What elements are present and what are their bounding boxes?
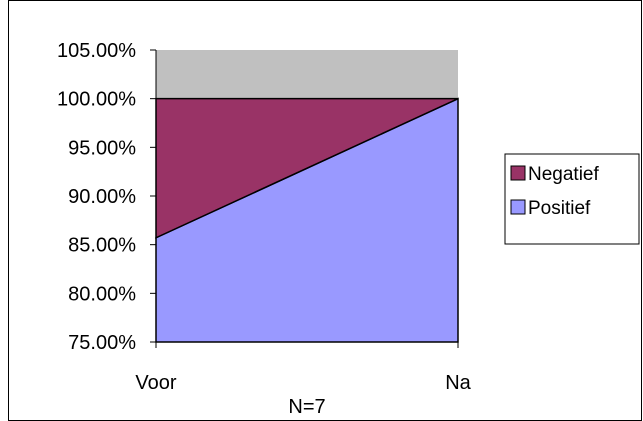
y-tick-labels: 75.00% 80.00% 85.00% 90.00% 95.00% 100.00% 105… <box>57 40 156 354</box>
y-tick-label: 105.00% <box>57 40 136 62</box>
legend-label-positief: Positief <box>528 198 591 219</box>
y-tick-label: 80.00% <box>68 283 136 305</box>
legend-box <box>504 153 640 245</box>
y-tick-label: 100.00% <box>57 89 136 111</box>
x-tick-label: Na <box>445 372 471 394</box>
y-tick-label: 90.00% <box>68 186 136 208</box>
y-tick-label: 75.00% <box>68 332 136 354</box>
y-tick-label: 95.00% <box>68 137 136 159</box>
x-axis-title: N=7 <box>288 396 325 418</box>
y-tick-label: 85.00% <box>68 235 136 257</box>
legend-swatch-positief <box>510 199 526 215</box>
legend: Negatief Positief <box>510 164 599 219</box>
x-tick-label: Voor <box>135 372 176 394</box>
legend-swatch-negatief <box>510 165 526 181</box>
area-series-group <box>155 97 459 343</box>
legend-label-negatief: Negatief <box>528 164 599 185</box>
x-tick-labels: Voor Na <box>135 342 472 394</box>
